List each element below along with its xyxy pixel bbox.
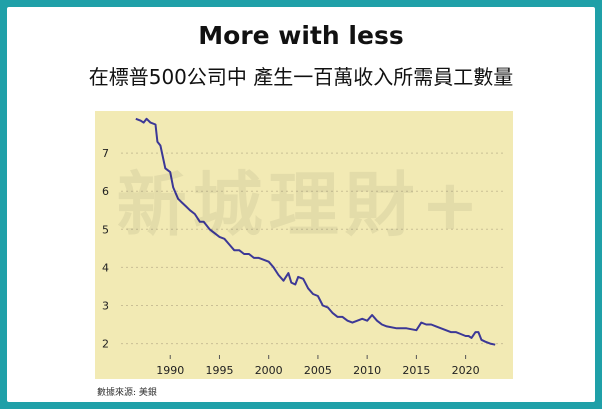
x-tick-label: 2005 [304,364,332,377]
chart-subtitle: 在標普500公司中 產生一百萬收入所需員工數量 [88,65,514,89]
series-line [135,117,496,346]
chart-card: More with less 在標普500公司中 產生一百萬收入所需員工數量 2… [7,7,595,402]
y-tick-label: 7 [102,147,109,160]
x-tick-label: 2015 [402,364,430,377]
plot-area: 2 3 4 5 6 7 1990 1995 2000 2005 2010 2015 2020 [95,111,513,379]
chart-title: More with less [198,21,404,50]
x-tick-label: 2010 [353,364,381,377]
line-chart: 2 3 4 5 6 7 1990 1995 2000 2005 2010 2015 2020 [102,117,505,377]
y-tick-label: 2 [102,338,109,351]
x-tick-label: 1990 [156,364,184,377]
y-tick-label: 5 [102,223,109,236]
y-tick-label: 4 [102,261,109,274]
x-tick-label: 1995 [205,364,233,377]
y-tick-label: 3 [102,299,109,312]
x-tick-label: 2020 [452,364,480,377]
source-note: 數據來源: 美銀 [97,388,157,398]
y-tick-label: 6 [102,185,109,198]
x-tick-label: 2000 [255,364,283,377]
